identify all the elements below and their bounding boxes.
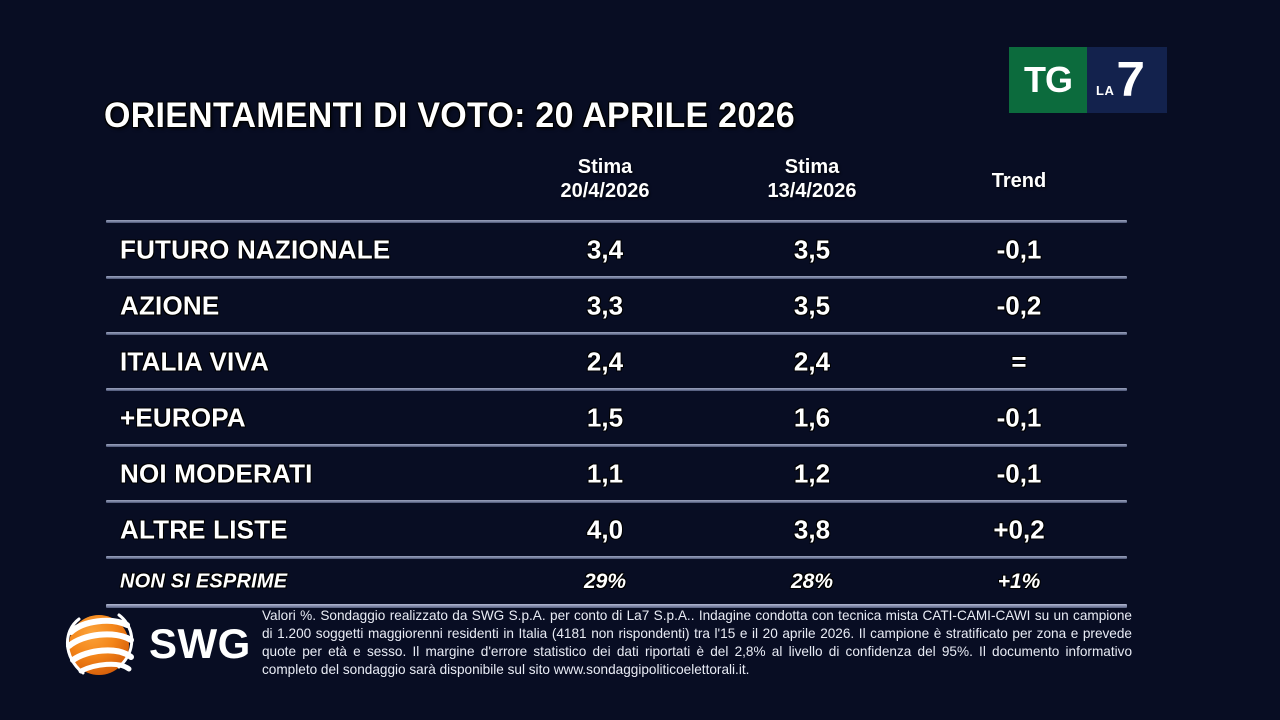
table-bottom-divider (106, 604, 1127, 608)
table-divider (106, 276, 1127, 279)
row-party-name: NON SI ESPRIME (120, 570, 288, 592)
row-party-name: +EUROPA (120, 402, 246, 432)
row-value-stima-13-4: 3,5 (793, 234, 831, 264)
table-divider (106, 500, 1127, 503)
la7-logo-la-label: LA (1096, 83, 1115, 98)
row-value-trend: -0,1 (996, 234, 1042, 264)
swg-logo: SWG (57, 605, 251, 683)
column-header-stima-13-4-line1: Stima (784, 156, 840, 178)
column-header-stima-13-4: Stima 13/4/2026 (712, 156, 912, 203)
row-value-stima-20-4: 1,5 (586, 402, 624, 432)
table-divider (106, 444, 1127, 447)
row-value-stima-20-4: 3,4 (586, 234, 624, 264)
la7-logo-navy-block: LA 7 (1087, 47, 1167, 113)
table-row: FUTURO NAZIONALE 3,4 3,5 -0,1 (106, 223, 1127, 276)
row-value-stima-13-4: 1,6 (793, 402, 831, 432)
row-value-stima-20-4: 2,4 (586, 346, 624, 376)
row-party-name: ALTRE LISTE (120, 514, 288, 544)
column-header-stima-20-4-line1: Stima (577, 156, 633, 178)
table-row: ALTRE LISTE 4,0 3,8 +0,2 (106, 503, 1127, 556)
row-party-name: ITALIA VIVA (120, 346, 270, 376)
table-header-row: Stima 20/4/2026 Stima 13/4/2026 Trend (106, 152, 1127, 220)
row-party-name: FUTURO NAZIONALE (120, 234, 391, 264)
row-value-stima-13-4: 2,4 (793, 346, 831, 376)
table-divider (106, 220, 1127, 223)
row-value-trend: +0,2 (993, 514, 1045, 544)
tgla7-logo: TG LA 7 (1009, 47, 1167, 113)
column-header-stima-20-4: Stima 20/4/2026 (505, 156, 705, 203)
row-value-trend: = (1011, 346, 1027, 376)
row-value-stima-13-4: 3,5 (793, 290, 831, 320)
table-divider (106, 332, 1127, 335)
column-header-stima-13-4-line2: 13/4/2026 (767, 179, 857, 202)
row-value-stima-20-4: 29% (583, 569, 627, 593)
column-header-stima-20-4-line2: 20/4/2026 (560, 179, 650, 202)
tg-logo-label: TG (1024, 59, 1073, 100)
row-value-stima-20-4: 4,0 (586, 514, 624, 544)
row-value-trend: -0,2 (996, 290, 1042, 320)
row-party-name: NOI MODERATI (120, 458, 313, 488)
table-divider (106, 556, 1127, 559)
row-value-stima-13-4: 3,8 (793, 514, 831, 544)
poll-table: Stima 20/4/2026 Stima 13/4/2026 Trend FU… (106, 152, 1127, 608)
la7-logo-seven-label: 7 (1116, 53, 1145, 107)
row-value-trend: -0,1 (996, 458, 1042, 488)
column-header-trend: Trend (991, 170, 1047, 192)
row-value-trend: +1% (997, 569, 1041, 593)
swg-logo-label: SWG (149, 620, 251, 667)
footer: SWG Valori %. Sondaggio realizzato da SW… (0, 597, 1280, 720)
row-value-trend: -0,1 (996, 402, 1042, 432)
table-row: +EUROPA 1,5 1,6 -0,1 (106, 391, 1127, 444)
row-value-stima-20-4: 1,1 (586, 458, 624, 488)
page-title: ORIENTAMENTI DI VOTO: 20 APRILE 2026 (104, 96, 795, 135)
row-value-stima-20-4: 3,3 (586, 290, 624, 320)
table-row: NOI MODERATI 1,1 1,2 -0,1 (106, 447, 1127, 500)
table-row: ITALIA VIVA 2,4 2,4 = (106, 335, 1127, 388)
tg-logo-green-block: TG (1009, 47, 1087, 113)
methodology-note: Valori %. Sondaggio realizzato da SWG S.… (262, 608, 1132, 678)
row-value-stima-13-4: 1,2 (793, 458, 831, 488)
swg-globe-icon (57, 605, 141, 683)
row-party-name: AZIONE (120, 290, 220, 320)
table-divider (106, 388, 1127, 391)
table-row: AZIONE 3,3 3,5 -0,2 (106, 279, 1127, 332)
table-row-non-si-esprime: NON SI ESPRIME 29% 28% +1% (106, 559, 1127, 604)
row-value-stima-13-4: 28% (790, 569, 834, 593)
